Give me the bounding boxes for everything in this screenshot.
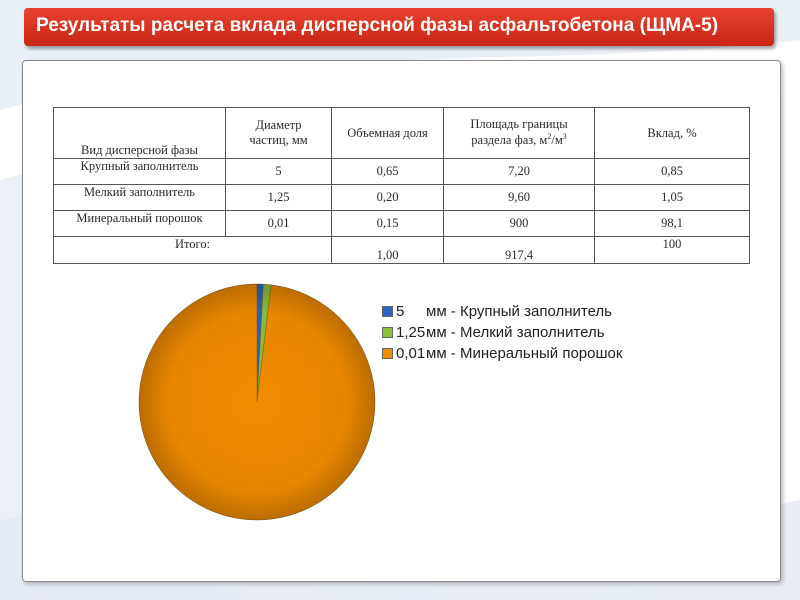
header-type: Вид дисперсной фазы	[53, 107, 226, 159]
legend-label: мм - Минеральный порошок	[426, 345, 623, 362]
cell-area: 9,60	[443, 184, 595, 211]
table-header-row: Вид дисперсной фазы Диаметр частиц, мм Об…	[53, 107, 750, 159]
legend-value: 5	[396, 303, 405, 320]
cell-volume: 0,20	[331, 184, 444, 211]
table-row: Крупный заполнитель 5 0,65 7,20 0,85	[53, 158, 750, 185]
pie-shading	[139, 284, 375, 520]
legend-item-powder: 0,01мм - Минеральный порошок	[382, 343, 622, 364]
page-title: Результаты расчета вклада дисперсной фаз…	[36, 15, 719, 36]
legend-item-fine: 1,25мм - Мелкий заполнитель	[382, 322, 622, 343]
cell-area: 900	[443, 210, 595, 237]
content-panel: Вид дисперсной фазы Диаметр частиц, мм Об…	[22, 60, 781, 582]
cell-name: Мелкий заполнитель	[53, 184, 226, 211]
pie-chart	[138, 283, 376, 521]
table-row: Мелкий заполнитель 1,25 0,20 9,60 1,05	[53, 184, 750, 211]
header-area: Площадь границы раздела фаз, м2/м3	[443, 107, 595, 159]
cell-share: 0,85	[594, 158, 750, 185]
cell-diameter: 1,25	[225, 184, 332, 211]
legend-label: мм - Мелкий заполнитель	[426, 324, 605, 341]
cell-name: Минеральный порошок	[53, 210, 226, 237]
cell-diameter: 5	[225, 158, 332, 185]
total-volume: 1,00	[331, 236, 444, 264]
cell-share: 98,1	[594, 210, 750, 237]
results-table: Вид дисперсной фазы Диаметр частиц, мм Об…	[53, 107, 750, 264]
header-diameter: Диаметр частиц, мм	[225, 107, 332, 159]
legend-value: 0,01	[396, 345, 426, 362]
cell-name: Крупный заполнитель	[53, 158, 226, 185]
table-row: Минеральный порошок 0,01 0,15 900 98,1	[53, 210, 750, 237]
legend-label: мм - Крупный заполнитель	[426, 303, 612, 320]
cell-volume: 0,65	[331, 158, 444, 185]
header-share: Вклад, %	[594, 107, 750, 159]
title-bar: Результаты расчета вклада дисперсной фаз…	[24, 8, 774, 46]
total-label: Итого:	[53, 236, 332, 264]
table-total-row: Итого: 1,00 917,4 100	[53, 236, 750, 264]
chart-legend: 5 мм - Крупный заполнитель 1,25мм - Мелки…	[382, 301, 622, 364]
total-share: 100	[594, 236, 750, 264]
legend-swatch-powder	[382, 347, 393, 359]
cell-volume: 0,15	[331, 210, 444, 237]
legend-value: 1,25	[396, 324, 426, 341]
cell-area: 7,20	[443, 158, 595, 185]
legend-swatch-fine	[382, 326, 393, 338]
legend-swatch-coarse	[382, 305, 393, 317]
header-volume: Объемная доля	[331, 107, 444, 159]
cell-share: 1,05	[594, 184, 750, 211]
legend-item-coarse: 5 мм - Крупный заполнитель	[382, 301, 622, 322]
total-area: 917,4	[443, 236, 595, 264]
